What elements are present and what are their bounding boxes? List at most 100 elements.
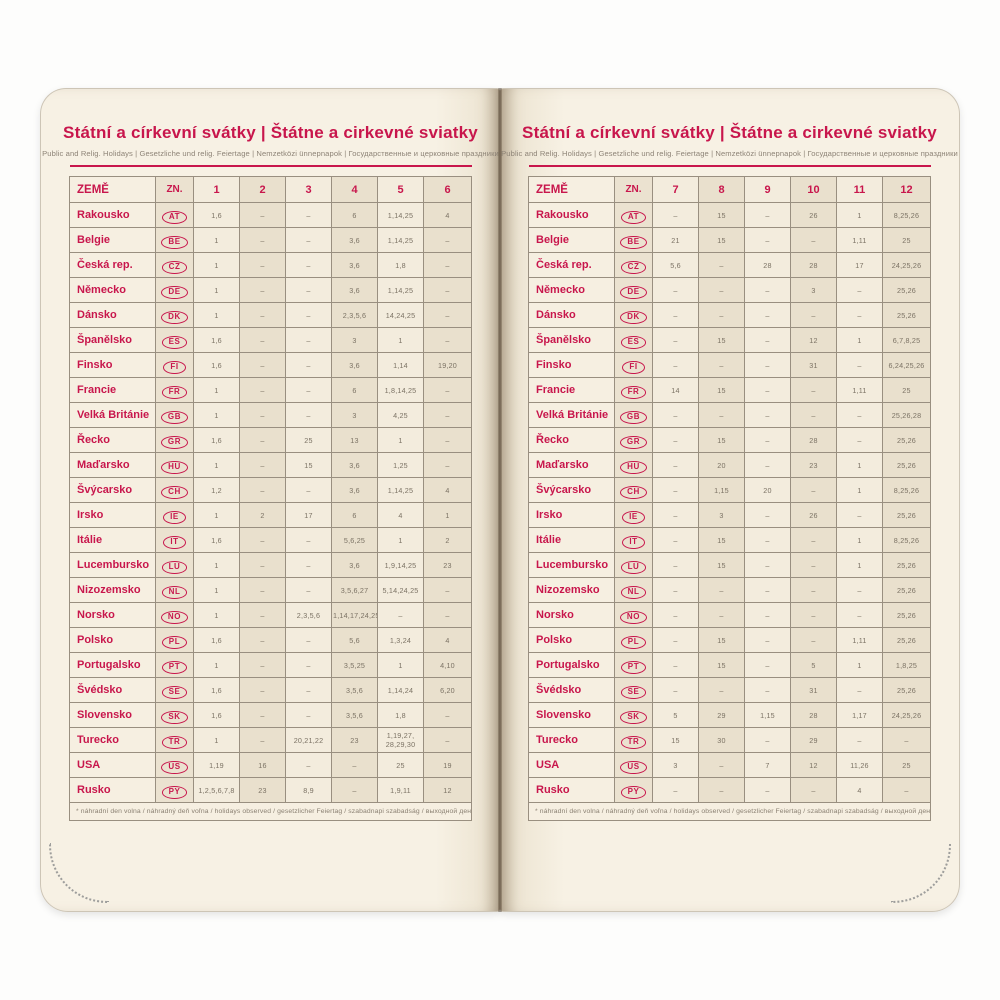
holiday-days-cell: 1,19	[193, 752, 240, 778]
column-header-country: ZEMĚ	[69, 176, 156, 203]
holiday-days-cell: 1	[836, 452, 883, 478]
holiday-days-cell: 3,6	[331, 477, 378, 503]
holiday-days-cell: 25,26	[882, 302, 931, 328]
holiday-days-cell: –	[744, 352, 791, 378]
holiday-days-cell: 6	[331, 202, 378, 228]
country-code-badge: NL	[161, 585, 188, 599]
holiday-days-cell: 6	[331, 502, 378, 528]
holiday-days-cell: –	[744, 727, 791, 753]
table-row: Dánsko DK – – – – –25,26	[528, 302, 931, 328]
holiday-days-cell: 5,14,24,25	[377, 577, 424, 603]
country-name: Lucembursko	[528, 552, 615, 578]
holiday-days-cell: 3,5,6,27	[331, 577, 378, 603]
table-row: Francie FR 14 15– –1,11 25	[528, 377, 931, 403]
country-code-cell: CZ	[614, 252, 653, 278]
country-code-badge: GB	[619, 410, 648, 424]
table-row: Turecko TR 15 30–29– –	[528, 727, 931, 753]
holiday-days-cell: 29	[698, 702, 745, 728]
table-row: Nizozemsko NL – – – – –25,26	[528, 577, 931, 603]
table-row: Belgie BE 21 15– –1,11 25	[528, 227, 931, 253]
country-code-badge: LU	[161, 560, 188, 574]
holiday-days-cell: 19,20	[423, 352, 472, 378]
country-name: Maďarsko	[69, 452, 156, 478]
country-code-cell: ES	[614, 327, 653, 353]
holiday-days-cell: 2,3,5,6	[285, 602, 332, 628]
column-header-code: ZN.	[614, 176, 653, 203]
holiday-days-cell: –	[744, 677, 791, 703]
country-code-badge: SK	[620, 710, 647, 724]
holiday-days-cell: 5	[790, 652, 837, 678]
holiday-days-cell: 1,14,25	[377, 227, 424, 253]
holiday-days-cell: –	[285, 327, 332, 353]
table-row: Velká Británie GB – – – – –25,26,28	[528, 402, 931, 428]
country-name: Slovensko	[69, 702, 156, 728]
holiday-days-cell: 1,19,27, 28,29,30	[377, 727, 424, 753]
country-code-cell: PL	[614, 627, 653, 653]
country-code-cell: DE	[155, 277, 194, 303]
holiday-days-cell: 3,6	[331, 352, 378, 378]
holiday-days-cell: 1	[377, 527, 424, 553]
country-code-cell: TR	[155, 727, 194, 753]
holiday-days-cell: –	[698, 677, 745, 703]
holiday-days-cell: 3,5,6	[331, 702, 378, 728]
holiday-days-cell: –	[239, 377, 286, 403]
holiday-days-cell: 1	[193, 602, 240, 628]
country-code-badge: DE	[620, 285, 647, 299]
country-code-badge: FR	[161, 385, 188, 399]
holiday-days-cell: 28	[790, 252, 837, 278]
holiday-days-cell: –	[836, 402, 883, 428]
holiday-days-cell: –	[239, 552, 286, 578]
holiday-days-cell: –	[285, 552, 332, 578]
table-row: Švédsko SE 1,6– –3,5,6 1,14,24 6,20	[69, 677, 472, 703]
country-name: Česká rep.	[528, 252, 615, 278]
holiday-days-cell: 4	[377, 502, 424, 528]
column-header-month: 11	[836, 176, 883, 203]
holiday-days-cell: 15	[652, 727, 699, 753]
holiday-days-cell: –	[285, 402, 332, 428]
country-name: Turecko	[69, 727, 156, 753]
country-name: Německo	[69, 277, 156, 303]
country-code-badge: LU	[620, 560, 647, 574]
country-code-cell: DK	[614, 302, 653, 328]
holiday-days-cell: 1	[836, 527, 883, 553]
holiday-days-cell: 3,6	[331, 452, 378, 478]
table-row: Slovensko SK 5 29 1,15 28 1,17 24,25,26	[528, 702, 931, 728]
holiday-days-cell: –	[423, 427, 472, 453]
holiday-days-cell: 31	[790, 352, 837, 378]
page-subtitle: Public and Relig. Holidays | Gesetzliche…	[501, 149, 958, 158]
holiday-days-cell: –	[790, 227, 837, 253]
holiday-days-cell: –	[239, 677, 286, 703]
country-code-badge: PT	[161, 660, 188, 674]
holiday-days-cell: –	[285, 352, 332, 378]
table-row: Portugalsko PT 1– –3,5,25 1 4,10	[69, 652, 472, 678]
country-code-cell: LU	[155, 552, 194, 578]
table-row: Turecko TR 1–20,21,22 23 1,19,27, 28,29,30–	[69, 727, 472, 753]
country-code-cell: BE	[155, 227, 194, 253]
table-row: Finsko FI – – –31–6,24,25,26	[528, 352, 931, 378]
holiday-days-cell: 1	[193, 577, 240, 603]
holiday-days-cell: 3,6	[331, 552, 378, 578]
holiday-days-cell: 1	[193, 252, 240, 278]
column-header-month: 12	[882, 176, 931, 203]
table-row: Belgie BE 1– –3,6 1,14,25–	[69, 227, 472, 253]
holiday-days-cell: –	[836, 677, 883, 703]
holiday-days-cell: –	[285, 377, 332, 403]
country-code-cell: PY	[614, 777, 653, 803]
holiday-days-cell: –	[285, 677, 332, 703]
country-code-badge: CH	[161, 485, 188, 499]
country-name: Nizozemsko	[69, 577, 156, 603]
diary-spread: Státní a církevní svátky | Štátne a cirk…	[40, 88, 960, 912]
holiday-days-cell: 8,25,26	[882, 527, 931, 553]
country-code-badge: PL	[620, 635, 647, 649]
country-code-cell: AT	[614, 202, 653, 228]
holiday-days-cell: –	[652, 652, 699, 678]
table-row: Velká Británie GB 1– –3 4,25–	[69, 402, 472, 428]
country-code-badge: PT	[620, 660, 647, 674]
holiday-days-cell: 3,5,6	[331, 677, 378, 703]
country-name: Velká Británie	[69, 402, 156, 428]
country-code-cell: DE	[614, 277, 653, 303]
book-gutter	[498, 88, 502, 912]
country-name: Lucembursko	[69, 552, 156, 578]
holiday-days-cell: –	[744, 327, 791, 353]
column-header-month: 3	[285, 176, 332, 203]
